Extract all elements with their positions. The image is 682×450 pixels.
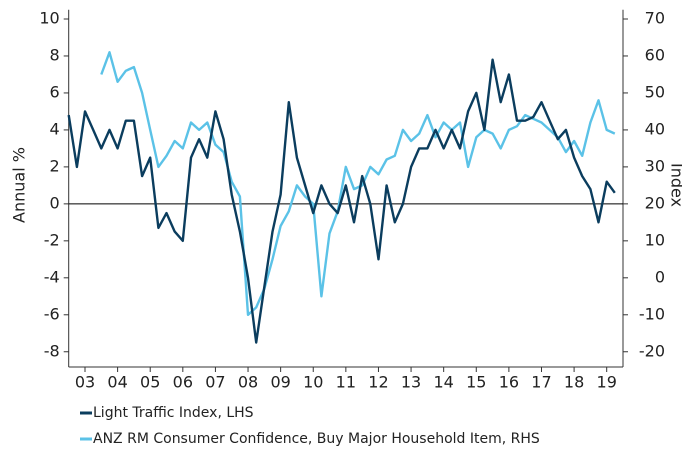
y2-tick-label: 30 bbox=[645, 156, 665, 175]
x-tick-label: 14 bbox=[433, 373, 453, 392]
y2-tick-label: 50 bbox=[645, 82, 665, 101]
x-tick-label: 07 bbox=[205, 373, 225, 392]
y-tick-label: 8 bbox=[50, 45, 60, 64]
y2-tick-label: 40 bbox=[645, 119, 665, 138]
y-axis-label: Annual % bbox=[10, 147, 29, 223]
x-tick-label: 17 bbox=[531, 373, 551, 392]
y2-tick-label: 70 bbox=[645, 8, 665, 27]
x-tick-label: 10 bbox=[303, 373, 323, 392]
x-tick-label: 16 bbox=[499, 373, 519, 392]
series-line bbox=[100, 51, 616, 316]
legend-label: ANZ RM Consumer Confidence, Buy Major Ho… bbox=[93, 431, 540, 447]
y2-tick-label: 20 bbox=[645, 193, 665, 212]
y2-tick-label: -10 bbox=[639, 304, 665, 323]
y2-tick-label: 10 bbox=[645, 230, 665, 249]
y-tick-label: -4 bbox=[44, 267, 60, 286]
x-tick-label: 11 bbox=[336, 373, 356, 392]
legend-label: Light Traffic Index, LHS bbox=[93, 405, 254, 421]
x-tick-label: 18 bbox=[564, 373, 584, 392]
x-tick-label: 15 bbox=[466, 373, 486, 392]
series-line bbox=[67, 58, 616, 344]
x-tick-label: 12 bbox=[368, 373, 388, 392]
y2-axis-label: Index bbox=[668, 163, 682, 207]
x-tick-label: 04 bbox=[107, 373, 127, 392]
y-tick-label: 10 bbox=[39, 8, 59, 27]
y-tick-label: -2 bbox=[44, 230, 60, 249]
x-tick-label: 06 bbox=[173, 373, 193, 392]
x-tick-label: 08 bbox=[238, 373, 258, 392]
x-tick-label: 05 bbox=[140, 373, 160, 392]
y-tick-label: 2 bbox=[50, 156, 60, 175]
y2-tick-label: -20 bbox=[639, 341, 665, 360]
y-tick-label: 4 bbox=[50, 119, 60, 138]
x-tick-label: 13 bbox=[401, 373, 421, 392]
y-tick-label: 0 bbox=[50, 193, 60, 212]
y2-tick-label: 0 bbox=[655, 267, 665, 286]
y2-tick-label: 60 bbox=[645, 45, 665, 64]
x-tick-label: 19 bbox=[597, 373, 617, 392]
x-tick-label: 03 bbox=[75, 373, 95, 392]
y-tick-label: -8 bbox=[44, 341, 60, 360]
y-tick-label: -6 bbox=[44, 304, 60, 323]
x-tick-label: 09 bbox=[270, 373, 290, 392]
y-tick-label: 6 bbox=[50, 82, 60, 101]
